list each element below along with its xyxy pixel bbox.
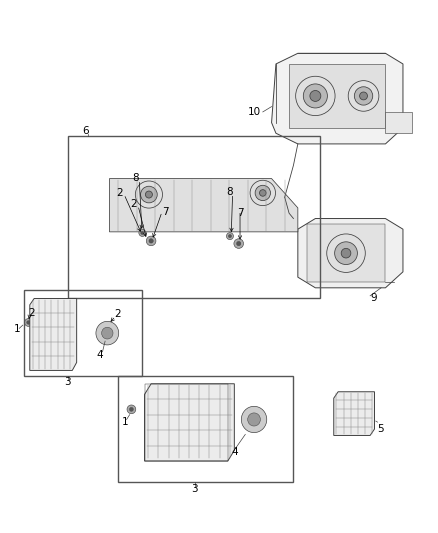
Ellipse shape (234, 239, 244, 248)
Ellipse shape (139, 229, 146, 237)
Ellipse shape (130, 407, 133, 411)
Polygon shape (289, 64, 385, 128)
Ellipse shape (341, 248, 351, 258)
Ellipse shape (247, 413, 260, 426)
Ellipse shape (354, 87, 373, 105)
Ellipse shape (255, 185, 271, 200)
Polygon shape (385, 112, 412, 133)
Ellipse shape (303, 84, 328, 108)
Text: 2: 2 (28, 309, 35, 318)
Text: 9: 9 (370, 294, 377, 303)
Ellipse shape (102, 327, 113, 339)
Text: 10: 10 (247, 107, 261, 117)
Text: 6: 6 (82, 126, 89, 135)
Polygon shape (110, 179, 298, 232)
Text: 2: 2 (114, 310, 121, 319)
Ellipse shape (25, 319, 32, 326)
Text: 7: 7 (237, 208, 244, 218)
Text: 1: 1 (121, 417, 128, 427)
Polygon shape (145, 384, 234, 461)
Ellipse shape (237, 241, 241, 246)
Polygon shape (334, 392, 374, 435)
Text: 8: 8 (132, 173, 139, 183)
Ellipse shape (127, 405, 136, 414)
Ellipse shape (135, 181, 162, 208)
Text: 1: 1 (13, 325, 20, 334)
Ellipse shape (145, 191, 152, 198)
Text: 3: 3 (64, 377, 71, 386)
Polygon shape (298, 219, 403, 288)
Text: 4: 4 (96, 350, 103, 360)
Ellipse shape (296, 76, 335, 116)
Ellipse shape (96, 321, 119, 345)
Text: 5: 5 (378, 424, 384, 434)
Ellipse shape (335, 242, 357, 264)
Text: 7: 7 (162, 207, 169, 216)
Ellipse shape (141, 231, 144, 235)
Ellipse shape (327, 234, 365, 272)
Ellipse shape (348, 80, 379, 111)
Ellipse shape (146, 236, 156, 246)
Ellipse shape (228, 235, 232, 238)
Ellipse shape (226, 232, 233, 240)
Ellipse shape (250, 180, 276, 206)
Polygon shape (272, 53, 403, 144)
Ellipse shape (259, 190, 266, 196)
Polygon shape (30, 298, 77, 370)
Text: 3: 3 (191, 484, 198, 494)
Ellipse shape (310, 91, 321, 101)
Ellipse shape (141, 186, 157, 203)
Text: 2: 2 (131, 199, 138, 209)
Polygon shape (307, 224, 385, 282)
Ellipse shape (27, 321, 30, 324)
Text: 4: 4 (231, 447, 238, 457)
Ellipse shape (149, 239, 153, 243)
Ellipse shape (241, 406, 267, 433)
Text: 8: 8 (226, 187, 233, 197)
Ellipse shape (360, 92, 367, 100)
Text: 2: 2 (116, 188, 123, 198)
